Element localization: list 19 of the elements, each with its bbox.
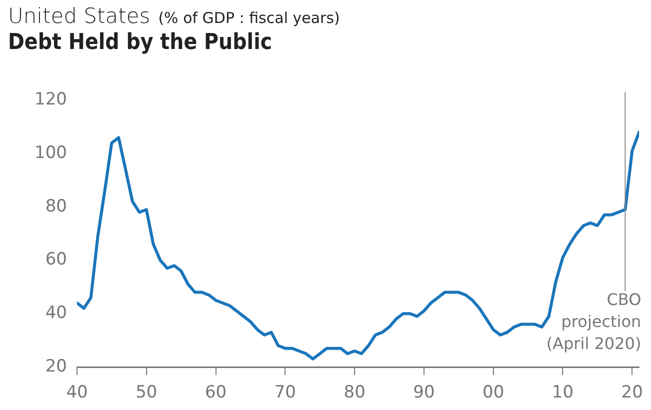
x-tick-label: 70 xyxy=(274,382,296,403)
y-tick-label: 40 xyxy=(45,303,67,324)
x-tick-label: 40 xyxy=(66,382,88,403)
x-tick-label: 90 xyxy=(413,382,435,403)
y-tick-label: 120 xyxy=(34,90,67,110)
x-tick-label: 20 xyxy=(621,382,643,403)
x-tick-label: 60 xyxy=(204,382,227,403)
chart-title: Debt Held by the Public xyxy=(8,30,274,55)
ref-line-label: CBO projection (April 2020) xyxy=(546,290,642,354)
y-tick-label: 100 xyxy=(34,142,67,163)
x-tick-label: 00 xyxy=(482,382,504,403)
y-axis-title: (% of GDP : fiscal years) xyxy=(158,9,340,27)
x-tick-label: 10 xyxy=(552,382,574,403)
y-tick-label: 60 xyxy=(45,250,67,270)
x-tick-label: 50 xyxy=(136,382,158,403)
x-tick-label: 80 xyxy=(344,382,366,403)
chart-subtitle: United States xyxy=(8,4,150,28)
y-tick-label: 80 xyxy=(45,196,67,216)
y-tick-label: 20 xyxy=(45,356,67,376)
